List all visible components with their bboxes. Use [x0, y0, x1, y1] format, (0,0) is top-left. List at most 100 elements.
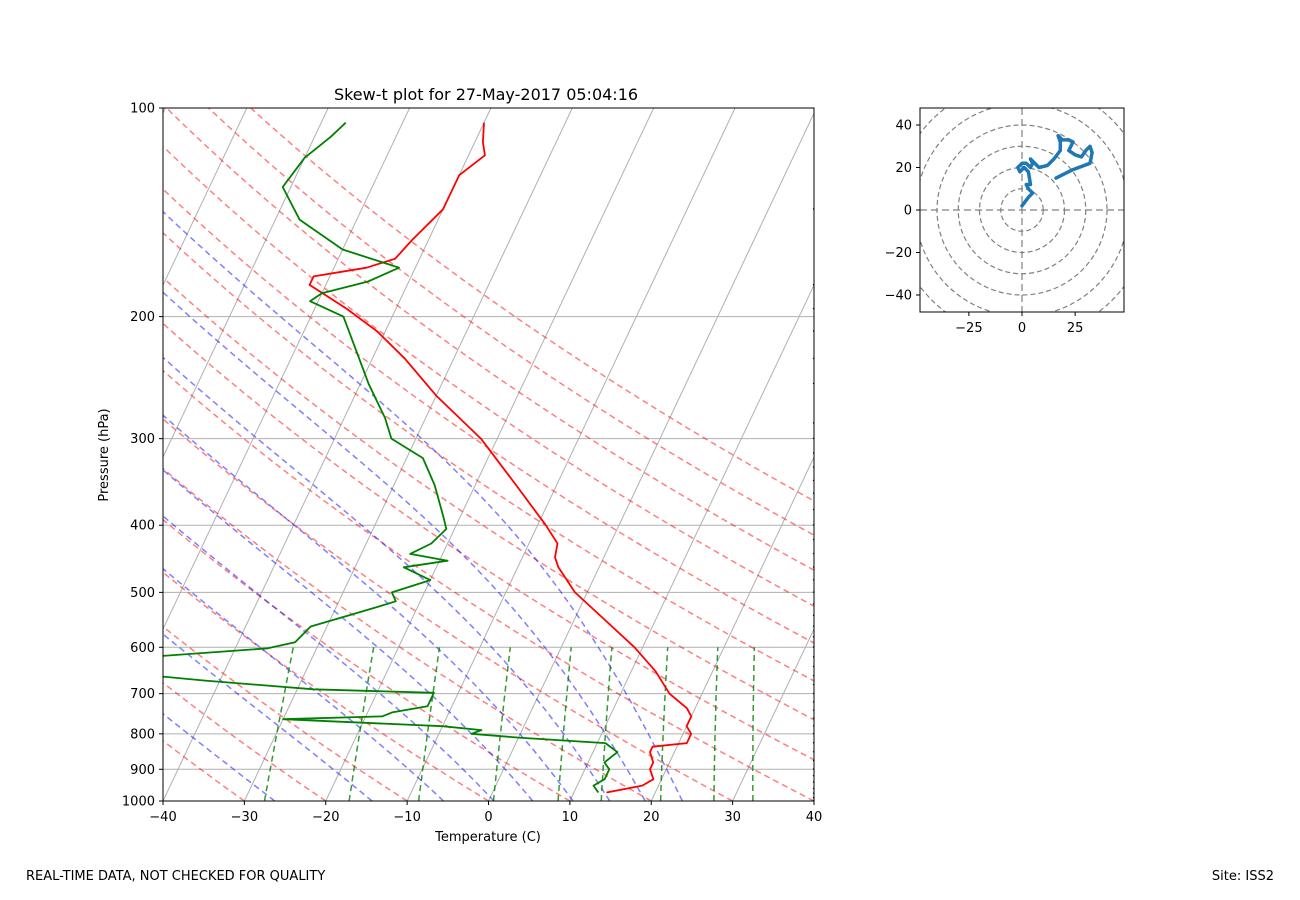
- wind-barb-feather: [831, 715, 847, 717]
- wind-barb-feather: [823, 488, 839, 490]
- wind-barb-feather: [823, 503, 839, 505]
- wind-barb-feather: [819, 434, 835, 436]
- wind-barb-feather: [823, 309, 839, 311]
- wind-barb-shaft: [812, 382, 814, 385]
- wind-barb: [812, 538, 814, 541]
- wind-barb: [812, 750, 814, 753]
- wind-barb-shaft: [812, 437, 814, 440]
- moist-adiabat-line: [163, 356, 611, 801]
- mixing-ratio-line: [417, 647, 441, 801]
- mixing-ratio-line: [713, 647, 719, 801]
- x-tick-label: 10: [562, 810, 579, 825]
- wind-barb-feather: [831, 666, 847, 668]
- wind-barb-feather: [831, 257, 847, 259]
- isotherm-line: [163, 108, 411, 631]
- mixing-ratio-line: [557, 647, 572, 801]
- wind-barb-feather: [823, 754, 839, 756]
- dewpoint-profile-line: [163, 122, 619, 794]
- wind-barb-feather: [823, 779, 839, 781]
- y-tick-label: 500: [130, 586, 155, 601]
- wind-barb-feather: [823, 594, 839, 596]
- wind-barb-shaft: [812, 207, 814, 210]
- wind-barb-feather: [831, 564, 847, 566]
- wind-barb: [812, 744, 843, 770]
- wind-barb-feather: [823, 532, 839, 534]
- wind-barb-shaft: [812, 421, 814, 424]
- wind-barb-shaft: [812, 565, 814, 568]
- wind-barb-feather: [827, 771, 835, 772]
- wind-barb-shaft: [812, 329, 814, 332]
- wind-barb-shaft: [812, 625, 814, 627]
- wind-barb-shaft: [812, 674, 814, 677]
- dry-adiabat-line: [165, 108, 814, 572]
- wind-barb-shaft: [812, 602, 814, 605]
- wind-barb-feather: [827, 622, 843, 624]
- isotherm-line: [650, 455, 814, 801]
- wind-barb-feather: [831, 188, 839, 189]
- wind-barb: [812, 309, 839, 332]
- isotherm-line: [0, 108, 84, 801]
- wind-barb-feather: [831, 748, 847, 750]
- wind-barb-shaft: [812, 791, 814, 794]
- wind-barb-feather: [827, 629, 835, 630]
- wind-barb-feather: [819, 312, 835, 314]
- wind-barb: [812, 692, 835, 711]
- wind-barb-feather: [827, 744, 843, 746]
- wind-barb-feather: [831, 356, 847, 358]
- wind-barb-feather: [831, 690, 847, 692]
- wind-barb-feather: [827, 492, 835, 493]
- wind-barb-feather: [823, 672, 839, 674]
- wind-barb: [812, 768, 843, 794]
- wind-barb-feather: [823, 605, 839, 607]
- wind-barb: [812, 456, 843, 482]
- wind-barb-feather: [823, 696, 839, 698]
- dry-adiabat-line: [163, 276, 814, 721]
- wind-barb-feather: [823, 570, 839, 572]
- wind-barb-feather: [831, 281, 847, 283]
- wind-barb-feather: [827, 692, 835, 693]
- wind-barb-feather: [827, 780, 835, 781]
- wind-barb-feather: [827, 398, 843, 400]
- wind-barb-feather: [827, 574, 835, 575]
- y-tick-label: 700: [130, 687, 155, 702]
- wind-barb-feather: [823, 767, 839, 769]
- wind-barb-feather: [827, 743, 835, 744]
- isotherm-line: [0, 108, 3, 801]
- wind-barb-feather: [831, 770, 847, 772]
- wind-barb-feather: [827, 768, 843, 770]
- wind-barb-feather: [823, 663, 839, 665]
- wind-barb-shaft: [812, 716, 814, 719]
- wind-barb-feather: [831, 598, 847, 600]
- wind-barb-feather: [831, 497, 847, 499]
- hodograph-y-tick-label: −40: [885, 289, 912, 304]
- wind-barb-feather: [831, 331, 847, 333]
- wind-barb-feather: [827, 602, 843, 604]
- wind-barb-feather: [827, 456, 843, 458]
- wind-barb-feather: [823, 721, 839, 723]
- x-tick-label: −40: [149, 810, 176, 825]
- wind-barb-feather: [827, 562, 835, 563]
- wind-barb-feather: [827, 776, 843, 778]
- wind-barb-feather: [827, 612, 843, 614]
- mixing-ratio-line: [263, 647, 295, 801]
- isotherm-line: [569, 283, 814, 801]
- wind-barb-feather: [827, 764, 835, 765]
- wind-barb-shaft: [812, 479, 814, 482]
- wind-barb: [812, 526, 847, 555]
- wind-barb-feather: [831, 526, 847, 528]
- wind-barb-feather: [827, 414, 843, 416]
- hodograph-x-tick-label: −25: [955, 321, 982, 336]
- wind-barb-shaft: [812, 692, 814, 695]
- x-tick-label: −30: [231, 810, 258, 825]
- x-tick-label: −10: [393, 810, 420, 825]
- wind-barb-shaft: [812, 796, 814, 799]
- wind-barb: [812, 732, 814, 735]
- y-tick-label: 600: [130, 641, 155, 656]
- wind-barb-feather: [827, 529, 843, 531]
- wind-barb-feather: [827, 542, 843, 544]
- wind-barb-feather: [823, 704, 839, 706]
- wind-barb-feather: [827, 651, 843, 653]
- dry-adiabat-line: [163, 518, 571, 801]
- wind-barb-feather: [819, 448, 835, 450]
